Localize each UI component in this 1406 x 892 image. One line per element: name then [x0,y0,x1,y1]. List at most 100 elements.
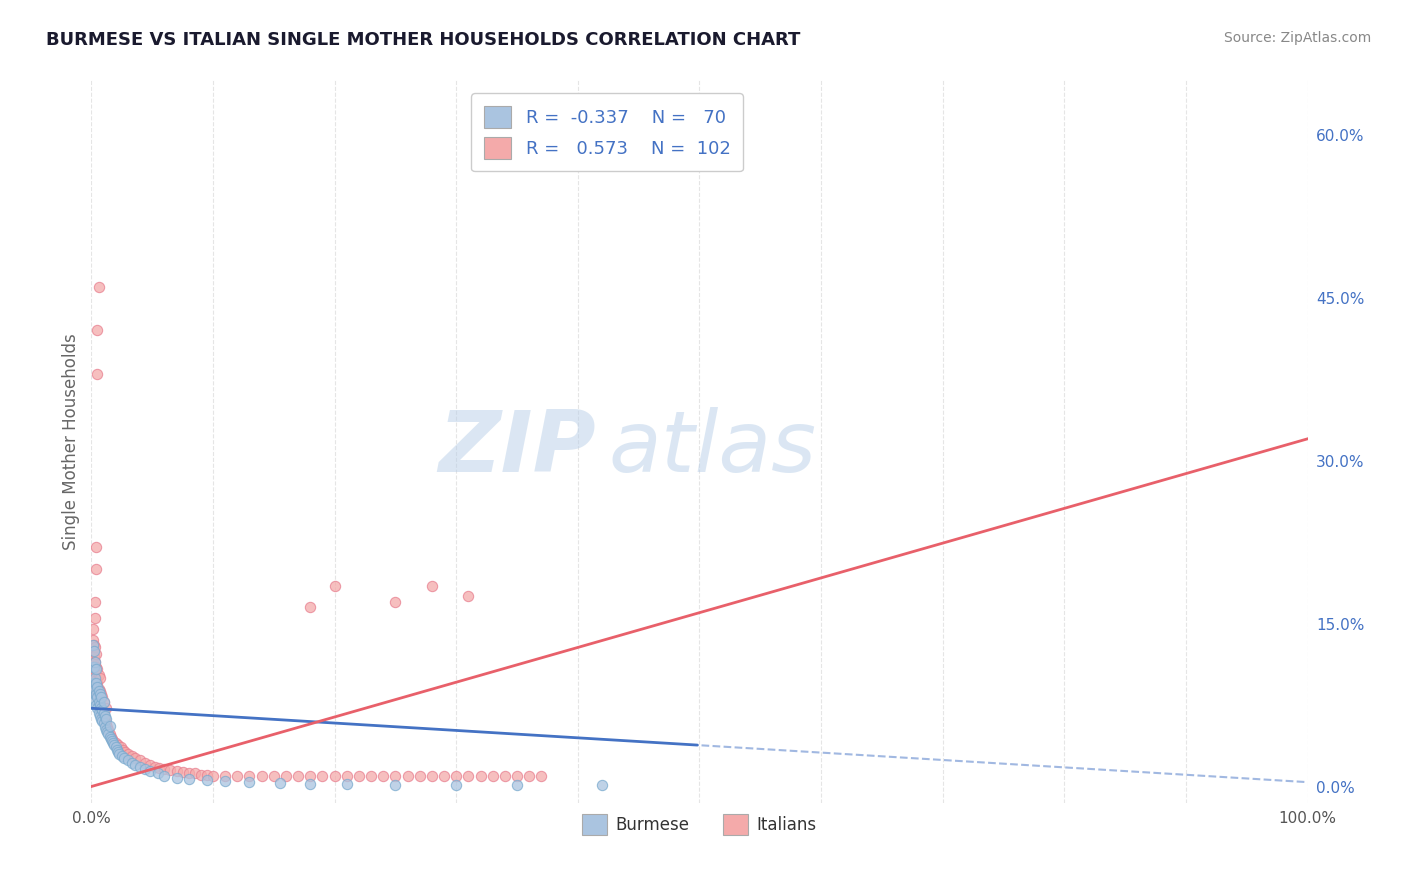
Legend: Burmese, Italians: Burmese, Italians [575,808,824,841]
Point [84,655,107,669]
Point [94,712,117,726]
Point [114,745,136,759]
Point [84,541,107,555]
Point [84,687,107,701]
Point [98,727,121,741]
Point [101,734,124,748]
Point [93,695,115,709]
Point [190,767,212,781]
Point [89,684,111,698]
Point [311,769,333,783]
Point [420,578,443,592]
Text: BURMESE VS ITALIAN SINGLE MOTHER HOUSEHOLDS CORRELATION CHART: BURMESE VS ITALIAN SINGLE MOTHER HOUSEHO… [46,31,801,49]
Point [195,772,218,787]
Point [84,692,107,706]
Point [117,747,139,761]
Point [96,725,118,739]
Point [86,701,108,715]
Point [93,706,115,720]
Point [84,676,107,690]
Point [86,323,108,337]
Point [86,680,108,694]
Point [250,769,273,783]
Point [299,777,322,791]
Point [177,766,200,780]
Point [591,779,613,793]
Text: atlas: atlas [609,408,817,491]
Point [84,640,107,655]
Point [107,745,129,759]
Point [139,764,162,779]
Point [105,742,128,756]
Point [84,660,107,674]
Point [457,590,479,604]
Point [94,712,117,726]
Point [84,611,107,625]
Point [87,681,110,696]
Point [94,723,117,737]
Point [336,777,359,791]
Point [84,673,107,687]
Point [112,751,135,765]
Point [506,769,529,783]
Point [97,723,120,737]
Point [238,769,260,783]
Point [269,776,291,790]
Point [433,769,456,783]
Point [94,716,117,731]
Point [274,769,297,783]
Point [91,703,114,717]
Point [84,681,107,696]
Point [134,762,156,776]
Point [195,767,218,781]
Point [82,676,104,690]
Point [84,562,107,576]
Point [89,698,111,712]
Point [384,595,406,609]
Point [103,734,125,748]
Point [82,671,104,685]
Point [103,738,125,752]
Point [107,738,129,752]
Point [153,762,176,776]
Point [91,690,114,705]
Point [103,736,125,750]
Point [143,760,166,774]
Point [444,779,467,793]
Point [444,769,467,783]
Text: ZIP: ZIP [439,408,596,491]
Point [84,671,107,685]
Point [83,638,105,652]
Point [86,676,108,690]
Point [87,667,110,681]
Point [384,779,406,793]
Point [226,769,249,783]
Point [111,749,134,764]
Point [86,367,108,381]
Point [202,769,225,783]
Point [481,769,503,783]
Point [104,736,127,750]
Point [299,600,322,615]
Point [166,764,188,779]
Point [84,687,107,701]
Point [263,769,285,783]
Point [87,706,110,720]
Point [214,769,236,783]
Point [129,760,152,774]
Point [89,698,111,712]
Point [90,701,112,715]
Point [184,766,207,780]
Point [83,676,105,690]
Point [323,769,346,783]
Point [360,769,382,783]
Point [172,765,194,780]
Point [98,719,121,733]
Point [134,756,156,770]
Point [87,684,110,698]
Point [84,668,107,682]
Point [148,766,170,780]
Point [94,701,117,715]
Point [148,761,170,775]
Point [396,769,419,783]
